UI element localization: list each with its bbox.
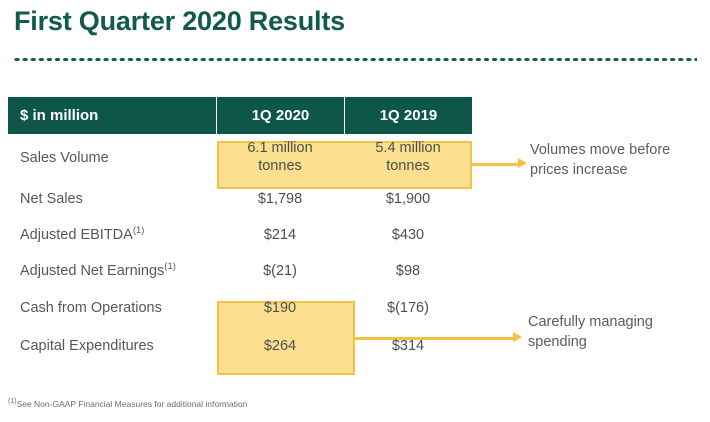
footnote-text: See Non-GAAP Financial Measures for addi…	[16, 399, 248, 409]
cell-adjusted-net-earnings-2019: $98	[395, 263, 421, 279]
cell-cash-from-operations-2019: $(176)	[387, 300, 429, 316]
footnote-marker: (1)	[8, 398, 17, 406]
cell-sales-volume-2019: 5.4 million tonnes	[344, 140, 472, 175]
page-title: First Quarter 2020 Results	[14, 6, 345, 36]
cell-text: tonnes	[386, 157, 430, 174]
arrow-head-volumes	[518, 158, 527, 168]
cell-text: 6.1 million	[247, 140, 313, 157]
highlight-box-sales-volume	[217, 141, 472, 189]
row-label-adjusted-ebitda: Adjusted EBITDA(1)	[8, 225, 216, 243]
cell-text: 5.4 million	[375, 140, 441, 157]
table-row: Cash from Operations $190 $(176)	[8, 289, 472, 327]
row-label-net-sales: Net Sales	[20, 191, 83, 207]
arrow-line-spending	[355, 337, 515, 340]
cell-capital-expenditures-2019: $314	[391, 338, 425, 354]
cell-adjusted-ebitda-2019: $430	[391, 227, 425, 243]
cell-adjusted-ebitda-2020: $214	[263, 227, 297, 243]
cell-text: tonnes	[258, 157, 302, 174]
cell-capital-expenditures-2020: $264	[263, 338, 297, 354]
arrow-line-volumes	[472, 163, 520, 166]
cell-net-sales-2020: $1,798	[257, 191, 303, 207]
table-row: Adjusted EBITDA(1) $214 $430	[8, 217, 472, 253]
row-label-cash-from-operations: Cash from Operations	[20, 300, 162, 316]
table-row: Capital Expenditures $264 $314	[8, 327, 472, 365]
arrow-head-spending	[513, 332, 522, 342]
cell-adjusted-net-earnings-2020: $(21)	[263, 263, 297, 279]
row-label-text: Adjusted Net Earnings	[20, 263, 165, 279]
table-row: Net Sales $1,798 $1,900	[8, 181, 472, 217]
cell-net-sales-2019: $1,900	[385, 191, 431, 207]
row-label-text: Adjusted EBITDA	[20, 227, 133, 243]
dotted-divider	[13, 57, 697, 62]
highlight-box-cash-capex	[217, 301, 355, 375]
table-row: Adjusted Net Earnings(1) $(21) $98	[8, 253, 472, 289]
callout-volumes: Volumes move before prices increase	[530, 142, 671, 178]
results-table: $ in million 1Q 2020 1Q 2019 Sales Volum…	[8, 97, 472, 365]
row-label-capital-expenditures: Capital Expenditures	[20, 338, 154, 354]
column-header-1q2020: 1Q 2020	[216, 97, 344, 134]
callout-spending: Carefully managing spending	[528, 314, 653, 350]
table-header-row: $ in million 1Q 2020 1Q 2019	[8, 97, 472, 134]
row-label-sales-volume: Sales Volume	[20, 149, 109, 166]
footnote-marker: (1)	[132, 225, 145, 237]
row-label-adjusted-net-earnings: Adjusted Net Earnings(1)	[8, 261, 216, 279]
cell-cash-from-operations-2020: $190	[263, 300, 297, 316]
cell-sales-volume-2020: 6.1 million tonnes	[216, 140, 344, 175]
footnote-marker: (1)	[164, 261, 176, 273]
column-header-label: $ in million	[20, 107, 99, 124]
column-header-1q2019: 1Q 2019	[344, 97, 472, 134]
table-row: Sales Volume 6.1 million tonnes 5.4 mill…	[8, 134, 472, 181]
footnote: (1)See Non-GAAP Financial Measures for a…	[8, 398, 248, 409]
